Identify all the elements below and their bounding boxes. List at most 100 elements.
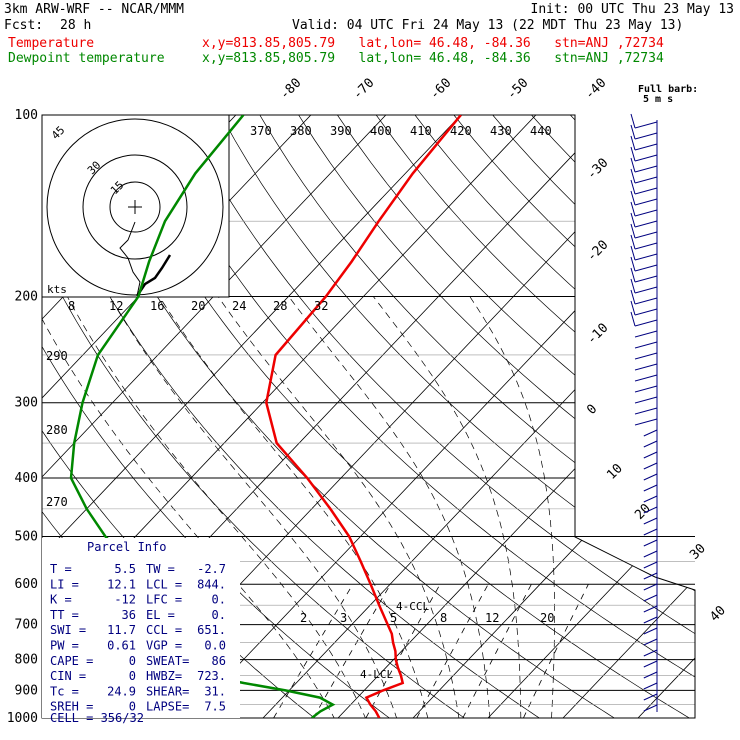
wind-barb — [643, 583, 658, 591]
dry-adiabat-label: 270 — [46, 495, 68, 509]
wind-barb — [643, 671, 658, 679]
theta-label: 440 — [530, 124, 552, 138]
wind-barb-flag — [630, 234, 636, 250]
parcel-key: PW = — [50, 639, 79, 653]
hodograph-speed-tick: 24 — [232, 299, 246, 313]
dry-adiabat-line — [281, 115, 695, 718]
pressure-label: 700 — [15, 618, 38, 633]
parcel-value: 7.5 — [204, 700, 226, 714]
isotherm-line — [550, 115, 695, 718]
pressure-label: 1000 — [7, 711, 38, 726]
isotherm-right-label: 0 — [584, 402, 600, 418]
parcel-value: 651. — [197, 623, 226, 637]
wind-barb — [634, 253, 658, 261]
pressure-label: 400 — [15, 471, 38, 486]
mixing-ratio-line — [273, 583, 354, 718]
pressure-label: 100 — [15, 108, 38, 123]
parcel-key: LAPSE= — [146, 700, 189, 714]
parcel-key: K = — [50, 593, 72, 607]
dry-adiabat-label: 290 — [46, 349, 68, 363]
wind-barb — [634, 176, 658, 184]
wind-barb — [634, 121, 658, 129]
isotherm-right-label: -10 — [584, 321, 611, 348]
hodograph-speed-tick: 16 — [150, 299, 164, 313]
wind-barb — [643, 550, 658, 558]
parcel-value: 723. — [197, 669, 226, 683]
temperature-profile — [265, 115, 462, 718]
legend-temperature-info: x,y=813.85,805.79 lat,lon= 46.48, -84.36… — [202, 36, 664, 51]
wind-barb — [634, 286, 658, 294]
parcel-panel — [42, 538, 240, 718]
isotherm-top-label: -80 — [277, 76, 304, 103]
parcel-key: CIN = — [50, 669, 86, 683]
theta-label: 430 — [490, 124, 512, 138]
parcel-key: VGP = — [146, 639, 182, 653]
wind-barb — [634, 330, 658, 338]
wind-barb — [643, 649, 658, 657]
mixing-ratio-label: 20 — [540, 611, 554, 625]
parcel-value: 36 — [122, 608, 136, 622]
wind-barb-flag — [630, 289, 636, 305]
isotherm-top-label: -50 — [504, 76, 531, 103]
wind-barb — [643, 506, 658, 514]
wind-barb — [634, 385, 658, 393]
wind-barb-flag — [630, 212, 636, 228]
wind-barb-flag — [630, 201, 636, 217]
hodograph-trace — [135, 254, 172, 297]
ccl-annotation: 4-CCL — [396, 600, 429, 613]
theta-label: 380 — [290, 124, 312, 138]
wind-barb — [634, 132, 658, 140]
isotherm-right-label: 30 — [687, 541, 709, 563]
wind-barb — [643, 616, 658, 624]
wind-barb-flag — [630, 124, 636, 140]
dry-adiabat-line — [470, 115, 695, 718]
dry-adiabat-line — [357, 115, 695, 718]
moist-adiabat-line — [66, 296, 372, 718]
parcel-key: CAPE = — [50, 654, 93, 668]
parcel-value: -12 — [114, 593, 136, 607]
wind-barb-flag — [630, 190, 636, 206]
wind-barb-flag — [630, 157, 636, 173]
wind-barb-flag — [630, 168, 636, 184]
wind-barb — [634, 154, 658, 162]
wind-barb — [643, 638, 658, 646]
hodograph-speed-tick: 32 — [314, 299, 328, 313]
parcel-value: -2.7 — [197, 562, 226, 576]
wind-barb — [643, 495, 658, 503]
parcel-key: HWBZ= — [146, 669, 182, 683]
pressure-label: 500 — [15, 529, 38, 544]
wind-barb — [634, 308, 658, 316]
lcl-annotation: 4-LCL — [360, 668, 393, 681]
parcel-value: 5.5 — [114, 562, 136, 576]
wind-barb — [634, 319, 658, 327]
moist-adiabat-line — [159, 296, 432, 718]
parcel-value: 0.0 — [204, 639, 226, 653]
parcel-key: TT = — [50, 608, 79, 622]
hodograph-ring — [82, 154, 188, 260]
moist-adiabat-line — [469, 296, 555, 718]
dry-adiabat-label: 280 — [46, 423, 68, 437]
isotherm-right-label: -20 — [584, 238, 611, 265]
isotherm-top-label: -70 — [350, 76, 377, 103]
parcel-key: SWI = — [50, 623, 86, 637]
barb-unit: 5 m s — [643, 94, 673, 105]
wind-barb — [643, 660, 658, 668]
wind-barb-flag — [630, 179, 636, 195]
hodograph-unit-label: kts — [47, 283, 67, 296]
mixing-ratio-label: 5 — [390, 611, 397, 625]
moist-adiabat-line — [109, 296, 402, 718]
wind-barb — [643, 682, 658, 690]
model-title: 3km ARW-WRF -- NCAR/MMM — [4, 2, 185, 17]
dry-adiabat-line — [620, 115, 695, 718]
moist-adiabat-line — [217, 296, 462, 718]
wind-barb — [643, 627, 658, 635]
forecast-label: Fcst: — [4, 18, 44, 33]
wind-barb — [634, 209, 658, 217]
mixing-ratio-label: 8 — [440, 611, 447, 625]
barb-title: Full barb: — [638, 84, 698, 95]
isotherm-line — [42, 115, 488, 718]
pressure-label: 200 — [15, 290, 38, 305]
wind-barb — [634, 198, 658, 206]
wind-barb — [634, 275, 658, 283]
wind-barb — [643, 572, 658, 580]
